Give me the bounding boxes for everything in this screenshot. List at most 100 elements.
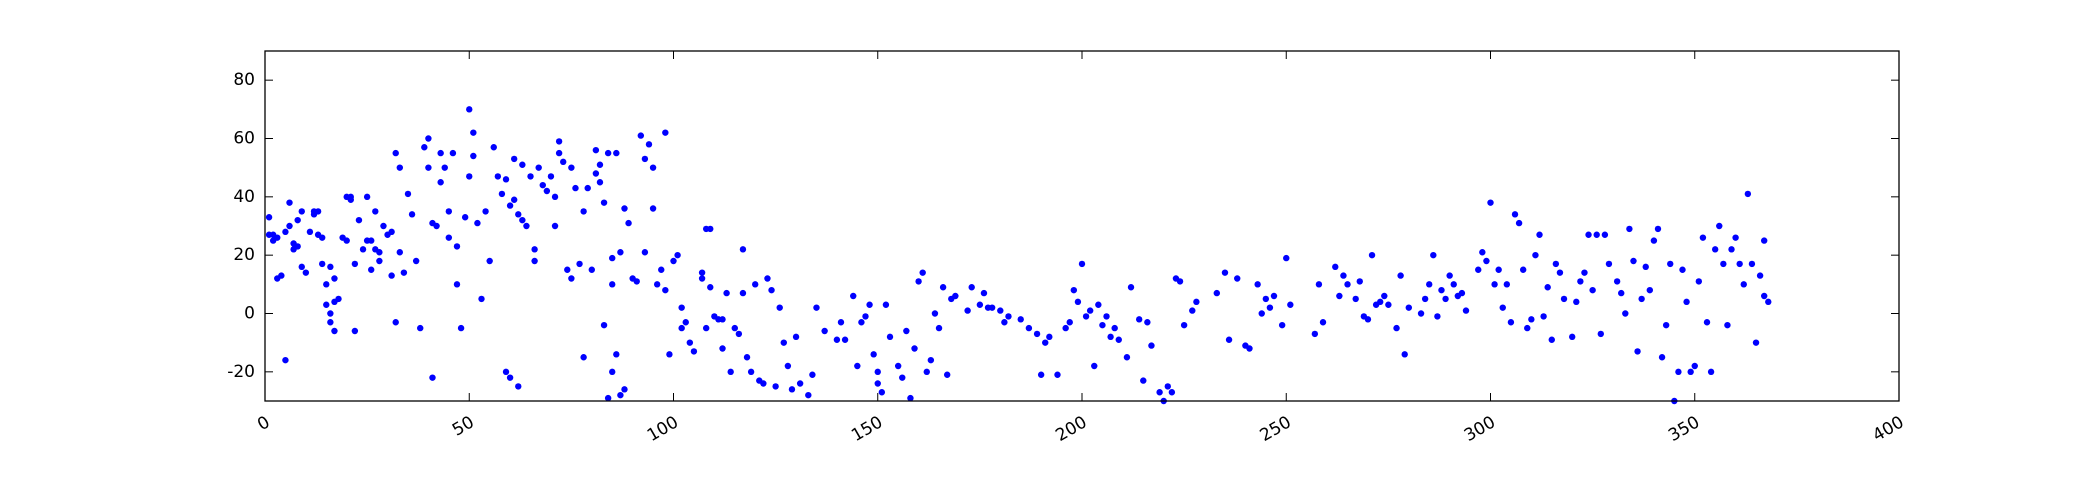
point <box>531 246 538 253</box>
point <box>453 281 461 288</box>
point <box>368 237 375 244</box>
point <box>535 164 542 171</box>
point <box>1417 310 1425 317</box>
point <box>1180 321 1188 329</box>
point <box>874 368 881 376</box>
point <box>286 222 293 230</box>
point <box>964 307 971 314</box>
point <box>862 313 869 320</box>
point <box>690 348 698 355</box>
point <box>1156 389 1163 396</box>
plot-frame <box>264 50 1900 402</box>
point <box>1630 257 1637 265</box>
y-tick-label: 0 <box>244 304 255 324</box>
point <box>698 275 706 282</box>
point <box>1148 342 1155 349</box>
point <box>1593 231 1600 238</box>
point <box>841 336 849 343</box>
point <box>617 391 624 399</box>
point <box>739 289 747 297</box>
point <box>1140 377 1147 384</box>
point <box>306 228 314 236</box>
point <box>882 301 890 308</box>
point <box>1446 272 1453 279</box>
point <box>404 190 412 198</box>
point <box>327 319 334 326</box>
point <box>1560 295 1568 303</box>
point <box>568 164 575 171</box>
point <box>927 356 935 364</box>
point <box>466 173 473 180</box>
point <box>1332 263 1339 271</box>
point <box>604 149 612 157</box>
point <box>1736 260 1743 268</box>
point <box>551 222 559 230</box>
point <box>939 284 947 291</box>
point <box>1062 324 1069 332</box>
point <box>813 304 820 311</box>
point <box>298 208 305 215</box>
point <box>1434 313 1441 320</box>
point <box>425 164 432 171</box>
point <box>592 170 600 177</box>
point <box>568 275 575 282</box>
point <box>609 254 616 262</box>
point <box>392 149 399 157</box>
point <box>294 243 301 250</box>
point <box>572 184 579 192</box>
point <box>1144 319 1151 326</box>
point <box>1405 304 1413 311</box>
point <box>1234 275 1241 282</box>
point <box>1475 266 1482 273</box>
point <box>457 324 465 332</box>
point <box>641 155 649 163</box>
point <box>531 257 538 265</box>
point <box>911 345 918 352</box>
point <box>1311 330 1319 338</box>
point <box>1397 272 1404 279</box>
point <box>1344 281 1351 288</box>
point <box>580 208 587 215</box>
point <box>719 345 726 352</box>
point <box>1070 286 1078 294</box>
point <box>1442 295 1449 303</box>
point <box>1025 324 1033 332</box>
point <box>707 284 714 291</box>
point <box>1103 313 1110 320</box>
point <box>1095 301 1102 308</box>
point <box>752 281 759 288</box>
point <box>1654 225 1662 233</box>
point <box>318 234 326 241</box>
point <box>613 351 620 358</box>
y-tick-label: -20 <box>227 362 255 382</box>
point <box>1760 237 1768 244</box>
point <box>645 141 653 148</box>
point <box>621 205 628 212</box>
point <box>1123 354 1131 361</box>
point <box>1381 292 1388 300</box>
point <box>425 135 432 142</box>
point <box>1278 321 1286 329</box>
point <box>915 278 922 285</box>
point <box>1573 298 1580 306</box>
point <box>555 138 563 145</box>
point <box>894 362 902 370</box>
point <box>433 222 440 230</box>
point <box>1385 301 1392 308</box>
point <box>1262 295 1270 303</box>
point <box>805 391 812 399</box>
point <box>1552 260 1560 268</box>
point <box>727 368 734 376</box>
point <box>355 216 363 224</box>
point <box>1720 260 1727 268</box>
point <box>1540 313 1547 320</box>
point <box>1368 251 1376 259</box>
point <box>1258 310 1265 317</box>
point <box>678 304 685 311</box>
point <box>527 173 534 180</box>
point <box>1393 324 1400 332</box>
point <box>1683 298 1690 306</box>
point <box>519 216 526 224</box>
point <box>519 161 526 168</box>
point <box>1765 298 1772 306</box>
